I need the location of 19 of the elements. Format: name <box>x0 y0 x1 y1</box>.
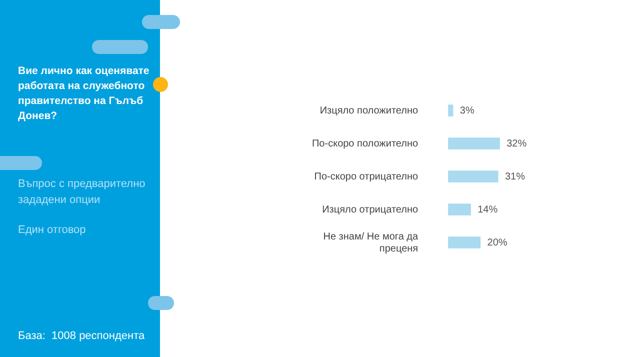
text: Вие лично как оценявате работата на служебното правителство на Гълъб Донев? <box>18 64 150 124</box>
y-tick-label: Изцяло отрицателно <box>322 204 418 216</box>
bar <box>448 170 498 182</box>
text: Един отговор <box>18 223 87 238</box>
bar <box>448 138 500 150</box>
data-label: 14% <box>478 204 498 216</box>
bar <box>448 236 481 248</box>
y-tick-label: По-скоро положително <box>312 138 419 150</box>
y-tick-label: По-скоро отрицателно <box>314 171 418 182</box>
data-label: 3% <box>460 105 474 116</box>
y-tick-label: Изцяло положително <box>320 105 419 116</box>
text: База: 1008 респондента <box>18 329 146 344</box>
bar <box>448 104 454 116</box>
bar <box>448 204 471 216</box>
data-label: 32% <box>506 138 527 150</box>
data-label: 31% <box>504 171 526 182</box>
y-tick-label: Не знам/ Не мога да преценя <box>323 231 419 254</box>
text: Въпрос с предварително зададени опции <box>18 177 146 208</box>
data-label: 20% <box>487 237 508 248</box>
